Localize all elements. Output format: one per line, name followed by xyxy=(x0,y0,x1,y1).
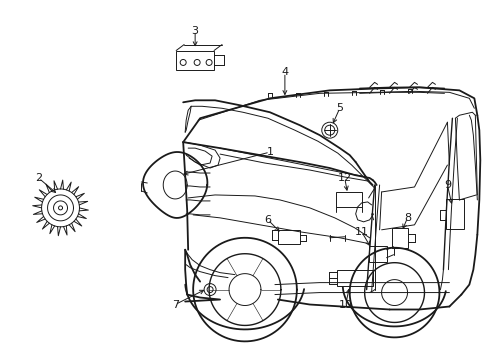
Bar xyxy=(335,192,361,207)
Text: 9: 9 xyxy=(443,180,450,190)
Bar xyxy=(368,246,386,262)
Text: 12: 12 xyxy=(337,173,351,183)
Text: 7: 7 xyxy=(171,300,179,310)
Text: 2: 2 xyxy=(35,173,42,183)
Text: 10: 10 xyxy=(338,300,352,310)
Text: 6: 6 xyxy=(264,215,271,225)
Bar xyxy=(336,270,372,285)
Text: 11: 11 xyxy=(354,227,368,237)
Bar xyxy=(277,230,299,244)
Bar xyxy=(176,50,214,71)
Bar xyxy=(446,199,464,229)
Bar xyxy=(391,228,407,248)
Text: 8: 8 xyxy=(403,213,410,223)
Text: 3: 3 xyxy=(191,26,198,36)
Text: 1: 1 xyxy=(266,147,273,157)
Text: 5: 5 xyxy=(336,103,343,113)
Text: 4: 4 xyxy=(281,67,288,77)
